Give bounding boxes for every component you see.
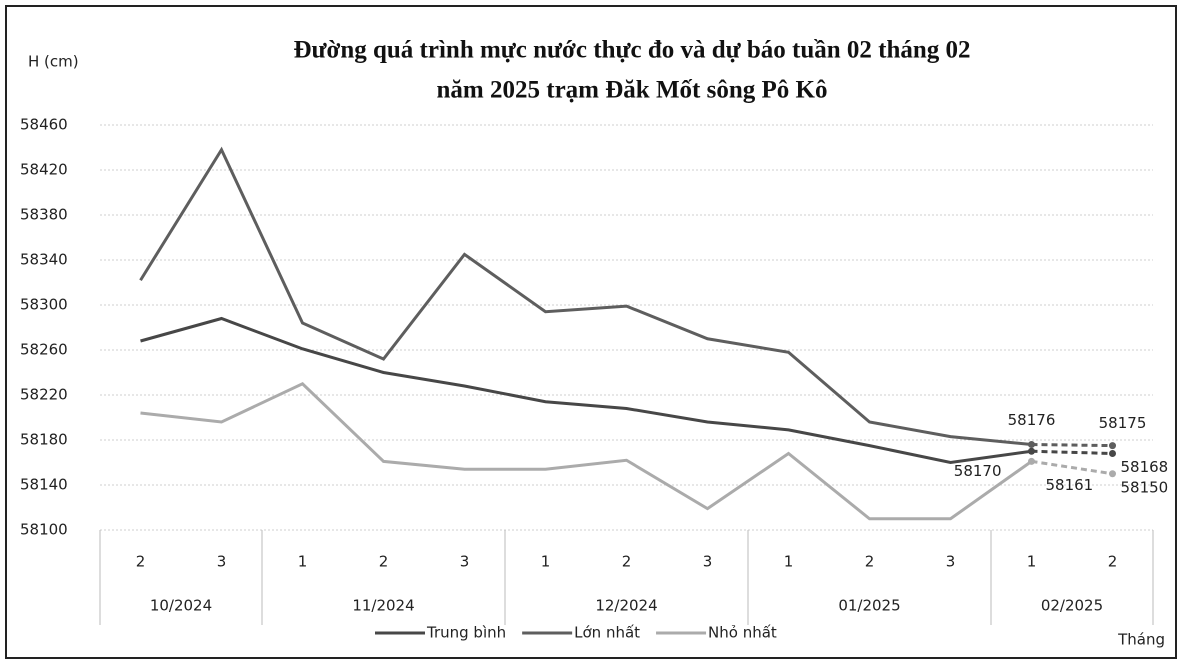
x-tick-label: 1 — [784, 553, 794, 571]
group-label: 12/2024 — [595, 597, 657, 615]
line — [140, 316, 1032, 465]
x-tick-label: 2 — [622, 553, 632, 571]
group-label: 10/2024 — [150, 597, 212, 615]
group-label: 11/2024 — [352, 597, 414, 615]
x-tick-label: 2 — [865, 553, 875, 571]
y-tick-label: 58460 — [20, 116, 68, 134]
y-tick-label: 58260 — [20, 341, 68, 359]
x-tick-label: 2 — [1108, 553, 1118, 571]
y-tick-label: 58300 — [20, 296, 68, 314]
forecast-line — [1031, 459, 1113, 476]
data-label: 58161 — [1046, 476, 1094, 494]
chart-title: Đường quá trình mực nước thực đo và dự b… — [293, 37, 970, 64]
point — [1028, 447, 1035, 455]
chart-title: năm 2025 trạm Đăk Mốt sông Pô Kô — [437, 77, 828, 104]
data-label: 58150 — [1121, 478, 1169, 496]
forecast-line — [1031, 443, 1113, 448]
point — [1028, 457, 1035, 465]
group-label: 01/2025 — [838, 597, 900, 615]
x-tick-label: 2 — [136, 553, 146, 571]
frame — [5, 5, 1177, 659]
point — [1109, 470, 1116, 478]
group-label: 02/2025 — [1041, 597, 1103, 615]
point — [1109, 442, 1116, 450]
legend-label: Nhỏ nhất — [708, 624, 777, 642]
x-tick-label: 1 — [1027, 553, 1037, 571]
point — [1109, 450, 1116, 457]
y-axis-label: H (cm) — [28, 53, 79, 71]
x-tick-label: 3 — [460, 553, 470, 571]
y-tick-label: 58380 — [20, 206, 68, 224]
data-label: 58168 — [1121, 458, 1169, 476]
data-label: 58176 — [1008, 411, 1056, 429]
legend-label: Lớn nhất — [574, 624, 640, 642]
y-tick-label: 58340 — [20, 251, 68, 269]
y-tick-label: 58180 — [20, 431, 68, 449]
x-tick-label: 2 — [379, 553, 389, 571]
forecast-line — [1031, 449, 1113, 455]
x-tick-label: 1 — [298, 553, 308, 571]
x-tick-label: 1 — [541, 553, 551, 571]
data-label: 58170 — [954, 462, 1002, 480]
point — [1028, 441, 1035, 448]
line — [139, 146, 1032, 446]
y-tick-label: 58100 — [20, 521, 68, 539]
x-tick-label: 3 — [703, 553, 713, 571]
y-tick-label: 58420 — [20, 161, 68, 179]
line — [140, 381, 1033, 521]
x-tick-label: 3 — [217, 553, 227, 571]
y-tick-label: 58140 — [20, 476, 68, 494]
y-tick-label: 58220 — [20, 386, 68, 404]
x-axis-label: Tháng — [1117, 631, 1165, 649]
data-label: 58175 — [1099, 414, 1147, 432]
legend-label: Trung bình — [426, 624, 506, 642]
x-tick-label: 3 — [946, 553, 956, 571]
